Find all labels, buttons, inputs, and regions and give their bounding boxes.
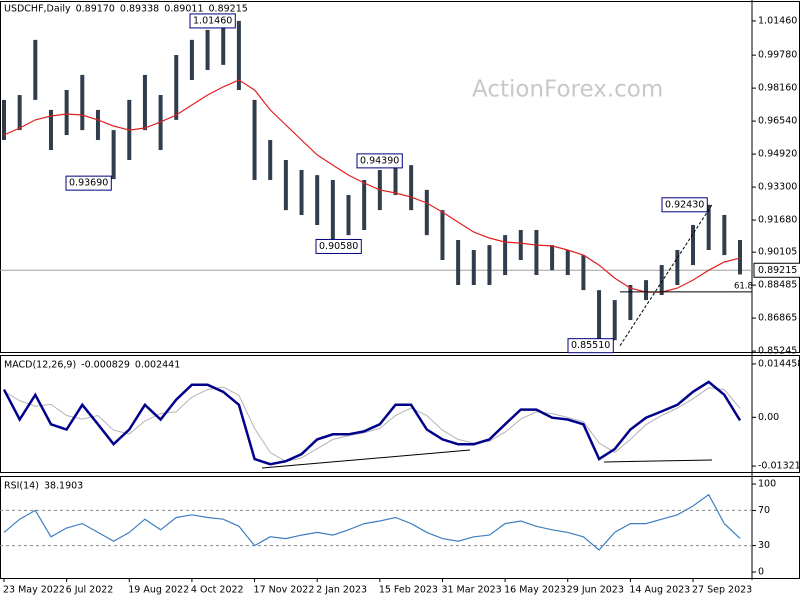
rsi-line <box>3 493 741 551</box>
y-tick-label: 0 <box>758 567 764 578</box>
y-tick-label: 30 <box>758 540 770 551</box>
annotation-label: 0.85510 <box>571 340 610 351</box>
annotation-box <box>189 13 236 29</box>
macd-trend <box>603 459 713 463</box>
x-tick-label: 15 Feb 2023 <box>379 585 438 596</box>
macd-value: -0.000829 <box>81 360 130 371</box>
y-tick-label: 0.85245 <box>758 346 797 357</box>
rsi-value: 38.1903 <box>44 481 83 492</box>
rsi-title: RSI(14) <box>4 481 39 492</box>
x-tick-label: 6 Jul 2022 <box>66 585 114 596</box>
y-tick-label: 0.90105 <box>758 247 797 258</box>
price-tag: 0.89215 <box>758 265 797 276</box>
price-tag-box <box>753 262 800 278</box>
y-tick-label: 70 <box>758 505 770 516</box>
annotation-label: 0.92430 <box>665 199 704 210</box>
annotation-box <box>356 153 403 169</box>
y-tick-label: 0.96540 <box>758 116 797 127</box>
x-tick-label: 27 Sep 2023 <box>692 585 752 596</box>
x-tick-label: 23 May 2022 <box>3 585 65 596</box>
y-tick-label: 0.94920 <box>758 149 797 160</box>
annotation-box <box>661 197 708 213</box>
y-tick-label: 0.91680 <box>758 215 797 226</box>
annotation-box <box>567 338 614 354</box>
watermark: ActionForex.com <box>472 77 663 103</box>
annotation-box <box>315 238 362 254</box>
y-tick-label: 1.01460 <box>758 15 797 26</box>
quote-value: 0.89215 <box>209 4 248 15</box>
macd-line <box>2 380 742 466</box>
quote-value: 0.89011 <box>164 4 203 15</box>
x-tick-label: 29 Jun 2023 <box>567 585 624 596</box>
x-tick-label: 19 Aug 2022 <box>128 585 189 596</box>
x-tick-label: 2 Jan 2023 <box>316 585 367 596</box>
y-tick-label: 0.86865 <box>758 313 797 324</box>
annotation-label: 0.90580 <box>319 241 358 252</box>
annotation-label: 1.01460 <box>193 15 232 26</box>
quote-value: 0.89338 <box>120 4 159 15</box>
x-tick-label: 14 Aug 2023 <box>629 585 690 596</box>
x-tick-label: 31 Mar 2023 <box>441 585 501 596</box>
signal-value: 0.002441 <box>135 360 180 371</box>
fib-label: 61.8 <box>734 281 753 291</box>
y-tick-label: -0.01321 <box>758 461 800 472</box>
y-tick-label: 0.88485 <box>758 280 797 291</box>
x-tick-label: 17 Nov 2022 <box>254 585 315 596</box>
y-tick-label: 0.99780 <box>758 50 797 61</box>
macd-title: MACD(12,26,9) <box>4 360 76 371</box>
symbol-title: USDCHF,Daily <box>4 4 71 15</box>
annotation-box <box>65 175 112 191</box>
y-tick-label: 100 <box>758 479 776 490</box>
y-tick-label: 0.98160 <box>758 83 797 94</box>
x-tick-label: 4 Oct 2022 <box>191 585 244 596</box>
macd-trend <box>261 449 471 469</box>
annotation-label: 0.94390 <box>360 155 399 166</box>
y-tick-label: 0.93300 <box>758 182 797 193</box>
trend-line <box>619 204 713 346</box>
x-tick-label: 16 May 2023 <box>504 585 566 596</box>
quote-value: 0.89170 <box>76 4 115 15</box>
moving-average <box>3 79 741 293</box>
annotation-label: 0.93690 <box>69 178 108 189</box>
y-tick-label: 0.00 <box>758 412 779 423</box>
y-tick-label: 0.014458 <box>758 358 800 369</box>
